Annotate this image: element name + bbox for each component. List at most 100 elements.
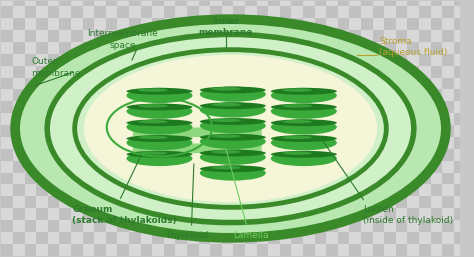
- Bar: [48, 220, 59, 232]
- Bar: [118, 196, 129, 208]
- Bar: [442, 113, 454, 125]
- Bar: [59, 125, 71, 137]
- Bar: [384, 220, 396, 232]
- Bar: [1, 18, 13, 30]
- Bar: [373, 137, 384, 149]
- Bar: [338, 78, 349, 89]
- Bar: [141, 125, 152, 137]
- Bar: [164, 220, 175, 232]
- Bar: [13, 125, 25, 137]
- Text: Lamella: Lamella: [233, 231, 269, 240]
- Bar: [71, 172, 82, 184]
- Bar: [25, 42, 36, 54]
- Bar: [48, 30, 59, 42]
- Bar: [268, 244, 280, 256]
- Bar: [233, 54, 245, 66]
- Bar: [396, 30, 408, 42]
- Bar: [13, 18, 25, 30]
- Bar: [280, 208, 292, 220]
- Bar: [233, 18, 245, 30]
- Bar: [141, 113, 152, 125]
- Bar: [303, 137, 315, 149]
- Bar: [175, 196, 187, 208]
- Ellipse shape: [200, 118, 266, 133]
- Bar: [199, 208, 210, 220]
- Bar: [280, 161, 292, 172]
- Bar: [430, 54, 442, 66]
- Bar: [25, 30, 36, 42]
- Bar: [222, 6, 233, 18]
- Bar: [82, 18, 94, 30]
- Bar: [384, 161, 396, 172]
- Ellipse shape: [271, 88, 337, 103]
- Bar: [419, 30, 430, 42]
- Bar: [210, 161, 222, 172]
- Bar: [141, 232, 152, 244]
- Bar: [361, 208, 373, 220]
- Bar: [141, 184, 152, 196]
- Bar: [1, 208, 13, 220]
- Bar: [338, 54, 349, 66]
- Bar: [245, 125, 256, 137]
- Bar: [396, 161, 408, 172]
- Bar: [71, 101, 82, 113]
- Bar: [280, 89, 292, 101]
- Bar: [222, 54, 233, 66]
- Bar: [292, 101, 303, 113]
- Bar: [210, 125, 222, 137]
- Bar: [442, 0, 454, 6]
- Bar: [326, 220, 338, 232]
- Bar: [164, 244, 175, 256]
- Bar: [396, 125, 408, 137]
- Bar: [164, 137, 175, 149]
- Bar: [292, 137, 303, 149]
- Bar: [280, 30, 292, 42]
- Bar: [164, 30, 175, 42]
- Bar: [106, 244, 118, 256]
- Bar: [210, 113, 222, 125]
- Bar: [442, 66, 454, 78]
- Bar: [303, 113, 315, 125]
- Bar: [280, 42, 292, 54]
- Bar: [408, 137, 419, 149]
- Bar: [152, 113, 164, 125]
- Bar: [152, 184, 164, 196]
- Bar: [199, 42, 210, 54]
- Bar: [164, 18, 175, 30]
- Bar: [408, 6, 419, 18]
- Bar: [442, 30, 454, 42]
- Bar: [233, 149, 245, 161]
- Bar: [326, 232, 338, 244]
- Bar: [233, 6, 245, 18]
- Bar: [25, 172, 36, 184]
- Bar: [442, 244, 454, 256]
- Bar: [129, 0, 141, 6]
- Bar: [430, 244, 442, 256]
- Bar: [454, 30, 465, 42]
- Bar: [268, 89, 280, 101]
- Bar: [430, 89, 442, 101]
- Bar: [36, 172, 48, 184]
- Bar: [268, 54, 280, 66]
- Bar: [256, 137, 268, 149]
- Bar: [141, 0, 152, 6]
- Bar: [118, 220, 129, 232]
- Bar: [303, 244, 315, 256]
- Bar: [106, 172, 118, 184]
- Bar: [280, 78, 292, 89]
- Ellipse shape: [200, 165, 266, 172]
- Bar: [13, 196, 25, 208]
- Bar: [233, 125, 245, 137]
- Bar: [245, 0, 256, 6]
- Bar: [36, 244, 48, 256]
- Bar: [373, 78, 384, 89]
- Bar: [268, 172, 280, 184]
- Bar: [48, 232, 59, 244]
- Bar: [233, 101, 245, 113]
- Bar: [199, 172, 210, 184]
- Bar: [152, 172, 164, 184]
- Bar: [454, 78, 465, 89]
- Bar: [373, 244, 384, 256]
- Bar: [175, 30, 187, 42]
- Bar: [129, 232, 141, 244]
